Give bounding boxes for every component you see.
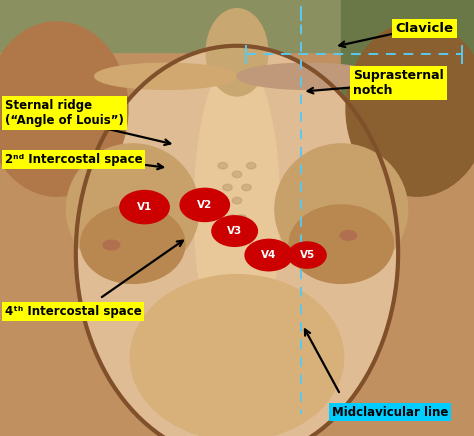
Ellipse shape bbox=[95, 63, 237, 89]
Text: Clavicle: Clavicle bbox=[396, 22, 454, 35]
Ellipse shape bbox=[245, 239, 292, 271]
Text: V1: V1 bbox=[137, 202, 152, 212]
Text: V2: V2 bbox=[197, 200, 212, 210]
Ellipse shape bbox=[237, 215, 246, 221]
Ellipse shape bbox=[180, 188, 229, 221]
Ellipse shape bbox=[288, 242, 326, 268]
Ellipse shape bbox=[289, 205, 393, 283]
Ellipse shape bbox=[130, 275, 344, 436]
Ellipse shape bbox=[81, 205, 185, 283]
Ellipse shape bbox=[206, 9, 268, 96]
Ellipse shape bbox=[242, 184, 251, 191]
Text: V4: V4 bbox=[261, 250, 276, 260]
Ellipse shape bbox=[120, 191, 169, 224]
Ellipse shape bbox=[346, 22, 474, 196]
Ellipse shape bbox=[232, 171, 242, 178]
Text: Suprasternal
notch: Suprasternal notch bbox=[353, 69, 444, 97]
Bar bbox=[0, 0, 166, 78]
Text: V3: V3 bbox=[227, 226, 242, 236]
Text: V5: V5 bbox=[300, 250, 315, 260]
Ellipse shape bbox=[232, 236, 242, 243]
Ellipse shape bbox=[66, 144, 199, 275]
Ellipse shape bbox=[0, 22, 128, 196]
Ellipse shape bbox=[218, 163, 228, 169]
Text: Midclavicular line: Midclavicular line bbox=[332, 405, 448, 419]
Ellipse shape bbox=[237, 63, 379, 89]
Ellipse shape bbox=[246, 163, 256, 169]
Ellipse shape bbox=[228, 215, 237, 221]
Text: 2ⁿᵈ Intercostal space: 2ⁿᵈ Intercostal space bbox=[5, 153, 142, 166]
Text: 4ᵗʰ Intercostal space: 4ᵗʰ Intercostal space bbox=[5, 305, 142, 318]
Bar bbox=[341, 0, 474, 96]
Ellipse shape bbox=[76, 46, 398, 436]
Ellipse shape bbox=[340, 231, 356, 240]
Text: Sternal ridge
(“Angle of Louis”): Sternal ridge (“Angle of Louis”) bbox=[5, 99, 124, 127]
Ellipse shape bbox=[212, 216, 257, 246]
Ellipse shape bbox=[103, 240, 119, 250]
Ellipse shape bbox=[223, 184, 232, 191]
Ellipse shape bbox=[194, 57, 280, 362]
Bar bbox=[0, 0, 474, 52]
Ellipse shape bbox=[275, 144, 408, 275]
Ellipse shape bbox=[232, 197, 242, 204]
